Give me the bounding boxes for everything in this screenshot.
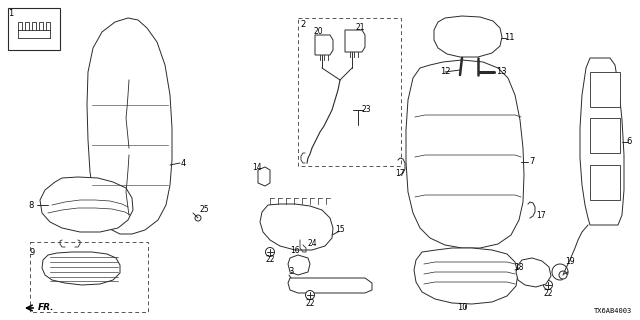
Text: FR.: FR. [38, 303, 54, 313]
Text: 15: 15 [335, 226, 344, 235]
Text: 2: 2 [300, 20, 305, 29]
Text: 21: 21 [355, 22, 365, 31]
Text: 6: 6 [626, 138, 632, 147]
Text: 9: 9 [30, 248, 35, 257]
FancyBboxPatch shape [590, 118, 620, 153]
Text: 10: 10 [457, 303, 467, 313]
FancyBboxPatch shape [30, 242, 148, 312]
Polygon shape [406, 60, 524, 248]
Text: 17: 17 [536, 211, 546, 220]
Text: 12: 12 [440, 68, 451, 76]
FancyBboxPatch shape [298, 18, 401, 166]
Text: 20: 20 [313, 28, 323, 36]
Circle shape [477, 69, 481, 75]
FancyBboxPatch shape [8, 8, 60, 50]
Text: 22: 22 [543, 289, 553, 298]
Circle shape [559, 271, 567, 279]
Polygon shape [42, 252, 120, 285]
Polygon shape [315, 35, 333, 55]
Polygon shape [288, 278, 372, 293]
Text: 11: 11 [504, 34, 515, 43]
Text: 16: 16 [290, 246, 300, 255]
Polygon shape [345, 30, 365, 52]
Text: 3: 3 [288, 267, 293, 276]
Text: 25: 25 [200, 205, 210, 214]
Polygon shape [260, 204, 333, 250]
Text: 7: 7 [529, 157, 534, 166]
Text: 24: 24 [307, 239, 317, 249]
FancyBboxPatch shape [590, 72, 620, 107]
Text: 19: 19 [565, 258, 575, 267]
Text: 14: 14 [252, 164, 262, 172]
Text: 18: 18 [514, 263, 524, 273]
Polygon shape [288, 255, 310, 275]
Text: TX6AB4003: TX6AB4003 [594, 308, 632, 314]
Text: 4: 4 [181, 158, 186, 167]
Polygon shape [580, 58, 624, 225]
Text: 22: 22 [305, 299, 315, 308]
Polygon shape [516, 258, 551, 287]
Text: 13: 13 [496, 68, 507, 76]
FancyBboxPatch shape [590, 165, 620, 200]
Text: 1: 1 [8, 9, 13, 18]
Polygon shape [414, 248, 518, 304]
Text: 22: 22 [265, 255, 275, 265]
Text: 8: 8 [28, 201, 33, 210]
Polygon shape [40, 177, 133, 232]
Circle shape [543, 281, 552, 290]
Circle shape [305, 291, 314, 300]
Text: 17: 17 [395, 169, 404, 178]
Circle shape [266, 247, 275, 257]
Text: 23: 23 [362, 106, 372, 115]
